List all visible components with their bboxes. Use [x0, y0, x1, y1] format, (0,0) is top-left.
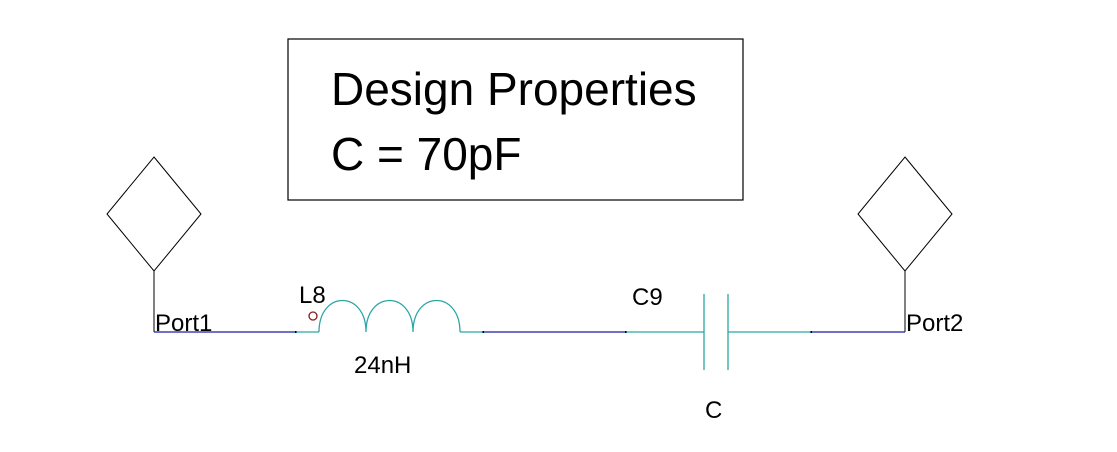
- inductor-ref-label: L8: [299, 282, 326, 309]
- port2-symbol[interactable]: [857, 156, 953, 332]
- inductor-value-label: 24nH: [354, 352, 411, 379]
- inductor-l8[interactable]: [296, 299, 483, 333]
- port1-diamond-icon: [106, 156, 202, 272]
- pin1-marker-icon: [308, 311, 318, 321]
- design-properties-line1: C = 70pF: [331, 128, 522, 180]
- port2-diamond-icon: [857, 156, 953, 272]
- inductor-coil-icon: [318, 299, 461, 333]
- port1-label: Port1: [155, 310, 212, 337]
- port2-label: Port2: [906, 310, 963, 337]
- design-properties-frame: [287, 38, 744, 201]
- design-properties-title: Design Properties: [331, 63, 697, 115]
- capacitor-value-label: C: [705, 397, 722, 424]
- capacitor-c9[interactable]: [626, 294, 811, 370]
- capacitor-ref-label: C9: [632, 284, 663, 311]
- port1-symbol[interactable]: [106, 156, 202, 332]
- design-properties-box[interactable]: Design Properties C = 70pF: [287, 38, 744, 201]
